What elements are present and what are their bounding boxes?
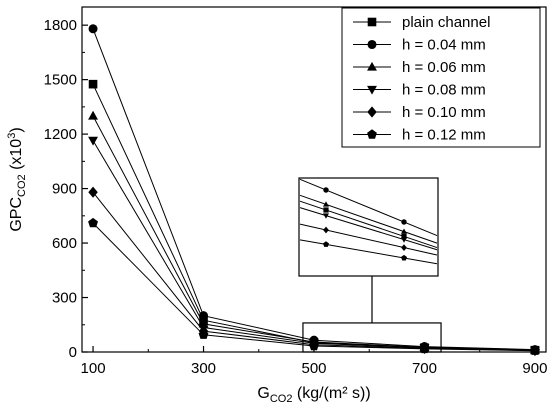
inset-series-line xyxy=(299,239,438,265)
legend-label: h = 0.08 mm xyxy=(402,82,486,99)
inset-data-point xyxy=(323,226,329,234)
y-tick-label: 0 xyxy=(69,344,77,361)
inset-series-line xyxy=(299,207,438,251)
inset-data-point xyxy=(323,207,329,213)
legend-marker xyxy=(367,106,377,118)
y-tick-label: 1500 xyxy=(44,72,77,89)
inset-data-point xyxy=(323,241,329,247)
inset-series-line xyxy=(299,223,438,256)
inset-data-point xyxy=(323,201,329,207)
inset-data-point xyxy=(401,233,407,239)
inset-data-point xyxy=(401,254,407,261)
inset-plot xyxy=(298,177,439,277)
legend: plain channel h = 0.04 mm h = 0.06 mm h = 0… xyxy=(341,7,541,148)
zoom-indicator xyxy=(302,276,442,353)
data-point xyxy=(88,136,98,146)
legend-label: h = 0.04 mm xyxy=(402,37,486,54)
y-tick-label: 1800 xyxy=(44,17,77,34)
legend-marker xyxy=(367,17,377,27)
data-point xyxy=(198,329,209,339)
y-tick-label: 900 xyxy=(52,181,77,198)
x-tick-label: 300 xyxy=(191,360,216,377)
x-tick-label: 500 xyxy=(301,360,326,377)
inset-data-point xyxy=(323,213,329,219)
inset-data-point xyxy=(401,237,407,243)
tick-labels: 100 300 500 700 900 0 300 600 900 1200 1500 1800 xyxy=(44,17,548,377)
x-tick-label: 100 xyxy=(81,360,106,377)
legend-marker xyxy=(367,85,377,95)
y-tick-label: 600 xyxy=(52,235,77,252)
legend-box xyxy=(341,7,541,148)
legend-label: h = 0.10 mm xyxy=(402,104,486,121)
data-point xyxy=(88,110,98,120)
legend-label: h = 0.12 mm xyxy=(402,127,486,144)
inset-data-point xyxy=(401,244,407,251)
legend-label: h = 0.06 mm xyxy=(402,59,486,76)
data-point xyxy=(419,343,430,354)
inset-data-point xyxy=(323,187,329,193)
data-point xyxy=(88,24,98,34)
inset-data-point xyxy=(401,219,407,225)
legend-label: plain channel xyxy=(402,14,490,31)
y-axis-label: GPCCO2 (x103) xyxy=(6,127,28,231)
inset-series-line xyxy=(299,200,438,249)
y-tick-label: 300 xyxy=(52,290,77,307)
legend-marker xyxy=(367,129,377,139)
data-point xyxy=(88,217,98,228)
y-tick-label: 1200 xyxy=(44,126,77,143)
data-point xyxy=(309,340,319,351)
legend-marker xyxy=(367,61,377,71)
data-point xyxy=(199,311,209,321)
legend-marker xyxy=(367,39,377,50)
data-point xyxy=(88,186,98,198)
inset-series-line xyxy=(299,178,438,237)
data-point xyxy=(88,79,98,89)
inset-series-line xyxy=(299,194,438,244)
x-axis-label: GCO2 (kg/(m² s)) xyxy=(257,385,370,405)
x-tick-label: 900 xyxy=(522,360,547,377)
x-tick-label: 700 xyxy=(412,360,437,377)
inset-data-point xyxy=(401,228,407,234)
